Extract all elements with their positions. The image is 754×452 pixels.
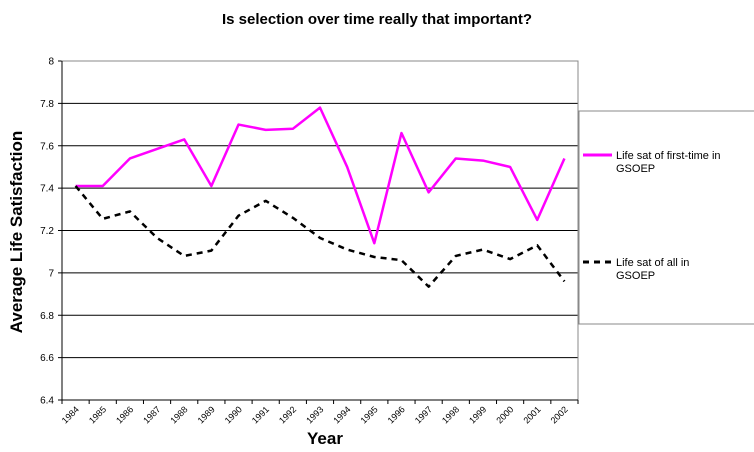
y-tick-label: 6.6 <box>40 353 54 364</box>
x-tick-label: 1989 <box>196 404 217 425</box>
y-tick-label: 6.4 <box>40 396 54 407</box>
x-tick-label: 1995 <box>358 404 379 425</box>
x-tick-label: 1999 <box>467 404 488 425</box>
x-tick-label: 2001 <box>521 404 542 425</box>
y-tick-label: 7.2 <box>40 226 54 237</box>
legend-label: Life sat of first-time in GSOEP <box>616 150 721 175</box>
x-tick-label: 1994 <box>331 404 352 425</box>
x-tick-label: 1988 <box>168 404 189 425</box>
y-tick-label: 7.8 <box>40 99 54 110</box>
x-tick-label: 1998 <box>440 404 461 425</box>
x-tick-label: 1984 <box>60 404 81 425</box>
x-tick-label: 1991 <box>250 404 271 425</box>
x-tick-label: 1986 <box>114 404 135 425</box>
x-tick-label: 1997 <box>413 404 434 425</box>
x-tick-label: 1985 <box>87 404 108 425</box>
legend-label: Life sat of all in GSOEP <box>616 257 689 282</box>
series-line <box>74 185 566 288</box>
x-tick-label: 1993 <box>304 404 325 425</box>
x-axis-label: Year <box>307 429 343 448</box>
x-tick-label: 1990 <box>223 404 244 425</box>
y-axis-label: Average Life Satisfaction <box>7 131 26 334</box>
x-tick-label: 1996 <box>386 404 407 425</box>
chart-title: Is selection over time really that impor… <box>222 11 532 28</box>
series-line <box>75 106 566 245</box>
y-tick-label: 7 <box>48 268 54 279</box>
x-tick-label: 1992 <box>277 404 298 425</box>
x-tick-label: 1987 <box>141 404 162 425</box>
y-tick-label: 7.6 <box>40 141 54 152</box>
x-tick-label: 2000 <box>494 404 515 425</box>
legend-box <box>578 110 754 325</box>
x-tick-label: 2002 <box>549 404 570 425</box>
y-tick-label: 7.4 <box>40 184 54 195</box>
y-tick-label: 8 <box>48 57 54 68</box>
y-tick-label: 6.8 <box>40 311 54 322</box>
